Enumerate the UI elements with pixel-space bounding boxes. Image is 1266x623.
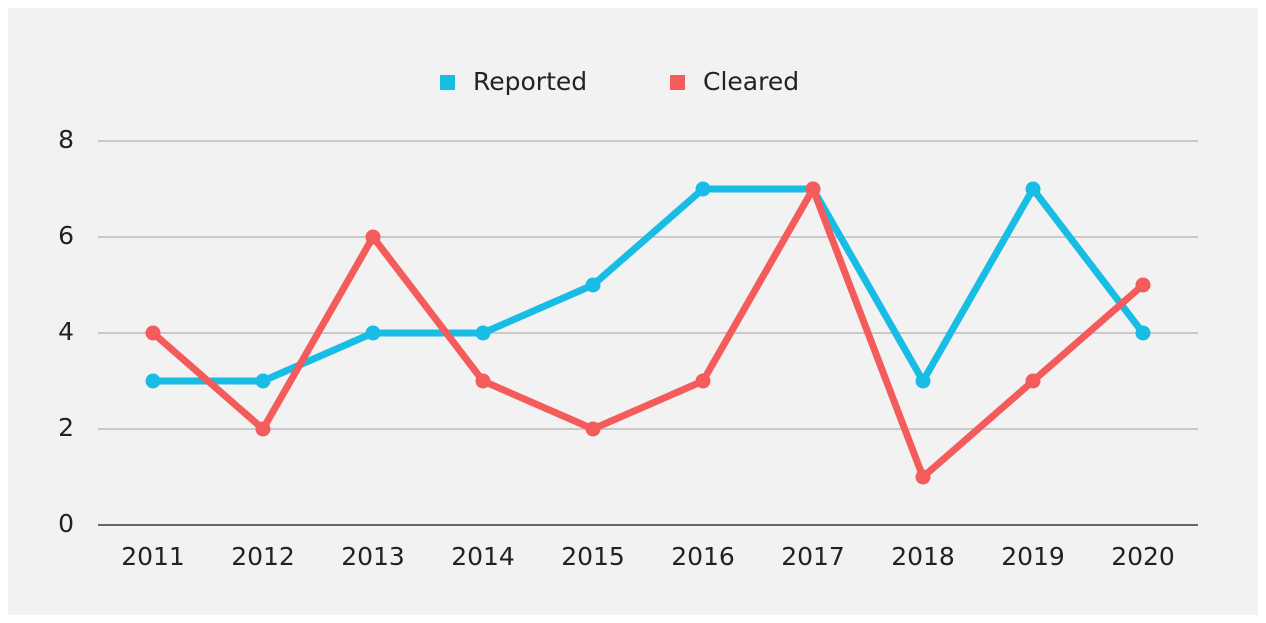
data-point [695,181,711,197]
data-point [1025,373,1041,389]
x-tick-label: 2014 [451,542,515,571]
x-tick-label: 2016 [671,542,735,571]
data-point [585,277,601,293]
data-point [695,373,711,389]
x-tick-label: 2019 [1001,542,1065,571]
y-tick-label: 2 [58,413,74,442]
series-line [153,185,1146,385]
x-tick-label: 2015 [561,542,625,571]
y-tick-label: 0 [58,509,74,538]
data-point [255,421,271,437]
x-tick-label: 2020 [1111,542,1175,571]
data-point [805,181,821,197]
x-tick-label: 2017 [781,542,845,571]
data-point [1135,325,1151,341]
x-tick-label: 2011 [121,542,185,571]
chart-background [8,8,1258,615]
y-tick-label: 4 [58,317,74,346]
legend-label: Reported [473,67,587,96]
data-point [1025,181,1041,197]
y-tick-label: 6 [58,221,74,250]
x-tick-label: 2018 [891,542,955,571]
data-point [915,469,931,485]
data-point [475,325,491,341]
data-point [145,325,161,341]
y-tick-label: 8 [58,125,74,154]
x-tick-label: 2013 [341,542,405,571]
series-line [150,185,1146,481]
legend-swatch [670,75,685,90]
data-point [255,373,271,389]
data-point [1135,277,1151,293]
data-point [475,373,491,389]
data-point [365,325,381,341]
data-point [145,373,161,389]
legend-swatch [440,75,455,90]
legend-label: Cleared [703,67,799,96]
data-point [585,421,601,437]
x-tick-label: 2012 [231,542,295,571]
data-point [365,229,381,245]
data-point [915,373,931,389]
